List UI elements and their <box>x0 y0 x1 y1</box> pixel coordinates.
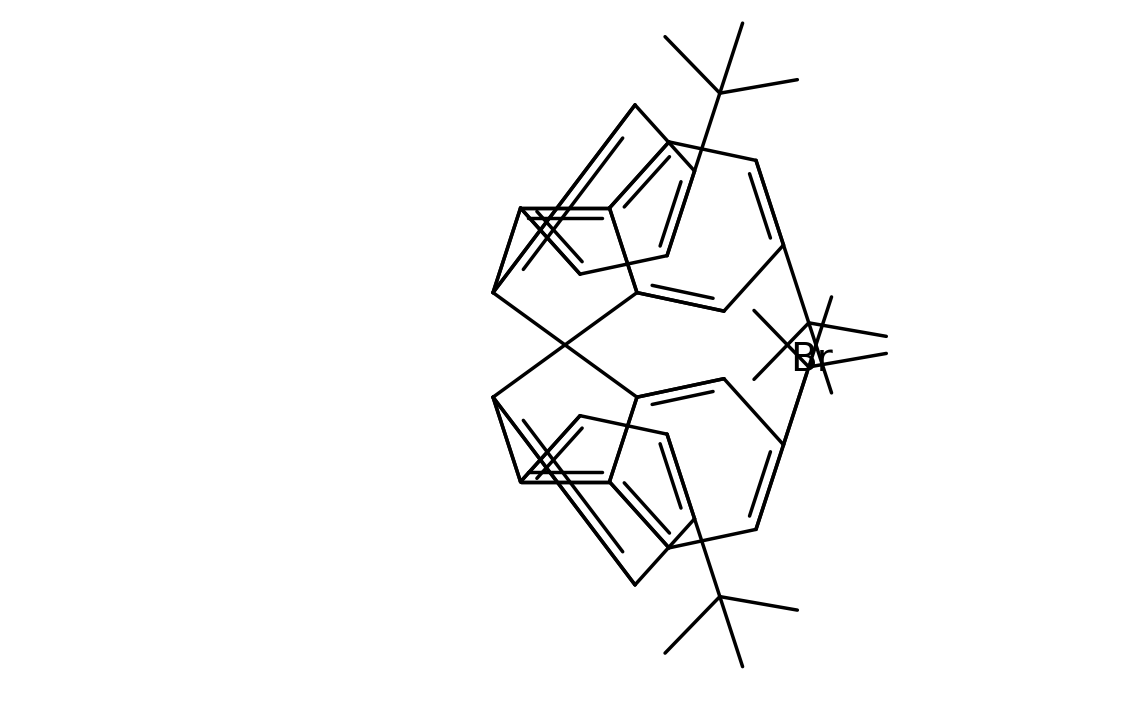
Text: Br: Br <box>790 341 833 379</box>
